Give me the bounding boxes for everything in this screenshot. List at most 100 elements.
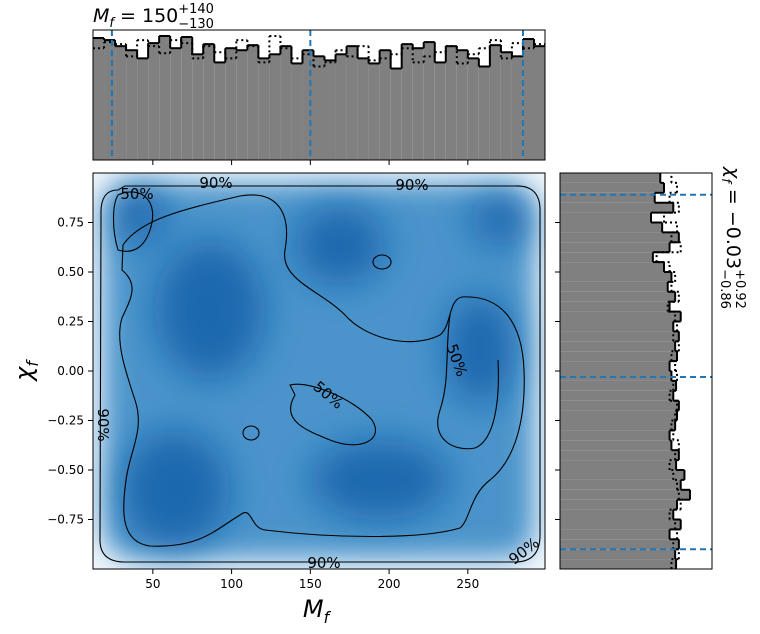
bar bbox=[560, 410, 677, 421]
bar bbox=[560, 272, 672, 282]
bar bbox=[412, 48, 424, 161]
bar bbox=[368, 63, 380, 160]
bar bbox=[560, 182, 664, 193]
bar bbox=[522, 39, 534, 160]
bar bbox=[280, 46, 292, 160]
bar bbox=[560, 430, 670, 441]
y-axis-label: χf bbox=[10, 359, 42, 383]
bar bbox=[560, 420, 676, 431]
bar bbox=[560, 450, 679, 461]
bar bbox=[560, 519, 681, 530]
y-tick-label: −0.50 bbox=[47, 463, 84, 477]
bar bbox=[269, 54, 281, 160]
bar bbox=[560, 232, 679, 243]
histogram bbox=[555, 172, 713, 570]
bar bbox=[324, 60, 336, 160]
bar bbox=[346, 46, 358, 160]
y-tick-label: 0.75 bbox=[57, 216, 84, 230]
bar bbox=[247, 45, 259, 161]
bar bbox=[560, 311, 681, 322]
bar bbox=[560, 549, 676, 560]
histogram bbox=[92, 29, 546, 165]
bar bbox=[291, 63, 303, 160]
top-title: Mf = 150+140 −130 bbox=[93, 2, 214, 32]
bar bbox=[126, 50, 138, 160]
contour-label: 90% bbox=[395, 176, 428, 194]
bar bbox=[335, 54, 347, 160]
bar bbox=[560, 380, 677, 391]
bar bbox=[560, 192, 655, 203]
y-tick-label: 0.25 bbox=[57, 315, 84, 329]
density-map bbox=[93, 173, 545, 569]
bar bbox=[560, 539, 679, 550]
bar bbox=[192, 54, 204, 160]
bar bbox=[401, 44, 413, 160]
x-axis-label: Mf bbox=[303, 595, 332, 627]
bar bbox=[379, 50, 391, 160]
bar bbox=[560, 321, 674, 332]
bar bbox=[456, 50, 468, 160]
y-tick-label: 0.00 bbox=[57, 364, 84, 378]
bar bbox=[357, 58, 369, 160]
bar bbox=[434, 62, 446, 160]
y-tick-label: −0.25 bbox=[47, 414, 84, 428]
bar bbox=[560, 252, 653, 263]
bar bbox=[170, 48, 182, 161]
bar bbox=[560, 351, 677, 362]
bar bbox=[560, 173, 661, 183]
bar bbox=[560, 489, 690, 500]
bar bbox=[560, 331, 679, 342]
bar bbox=[181, 37, 193, 161]
contour-label: 90% bbox=[94, 408, 112, 441]
bar bbox=[560, 291, 676, 302]
bar bbox=[258, 58, 270, 160]
x-tick-label: 50 bbox=[145, 577, 160, 591]
panel-frame bbox=[559, 172, 713, 570]
bar bbox=[560, 499, 677, 510]
contour-label: 90% bbox=[199, 174, 232, 192]
bar bbox=[467, 58, 479, 160]
bar bbox=[313, 56, 325, 161]
bar bbox=[203, 44, 215, 160]
bar bbox=[159, 36, 171, 160]
x-tick-label: 250 bbox=[456, 577, 479, 591]
bar bbox=[445, 46, 457, 160]
bar bbox=[214, 62, 226, 160]
bar bbox=[115, 46, 127, 160]
x-tick-label: 200 bbox=[378, 577, 401, 591]
bar bbox=[137, 58, 149, 160]
bar bbox=[478, 66, 490, 160]
bar bbox=[560, 479, 681, 490]
bar bbox=[236, 50, 248, 160]
bar bbox=[560, 559, 677, 569]
bar bbox=[560, 361, 670, 371]
contour-label: 50% bbox=[120, 185, 153, 203]
y-tick-label: 0.50 bbox=[57, 265, 84, 279]
y-tick-label: −0.75 bbox=[47, 513, 84, 527]
panel-frame bbox=[92, 29, 546, 161]
bar bbox=[225, 48, 237, 161]
bar bbox=[533, 46, 545, 160]
bar bbox=[560, 390, 674, 401]
bar bbox=[93, 38, 105, 160]
bar bbox=[489, 45, 501, 161]
bar bbox=[560, 222, 663, 233]
bar bbox=[560, 529, 670, 540]
bar bbox=[423, 42, 435, 161]
contour-label: 90% bbox=[307, 554, 340, 572]
x-tick-label: 100 bbox=[220, 577, 243, 591]
bar bbox=[560, 242, 670, 253]
bar bbox=[560, 301, 670, 312]
bar bbox=[560, 509, 674, 520]
bar bbox=[500, 52, 512, 160]
bar bbox=[560, 212, 651, 223]
bar bbox=[560, 341, 676, 352]
bar bbox=[560, 460, 677, 470]
bar bbox=[560, 202, 674, 213]
bar bbox=[302, 50, 314, 160]
bar bbox=[560, 281, 668, 292]
bar bbox=[560, 262, 664, 272]
bar bbox=[560, 470, 685, 480]
bar bbox=[104, 40, 116, 160]
